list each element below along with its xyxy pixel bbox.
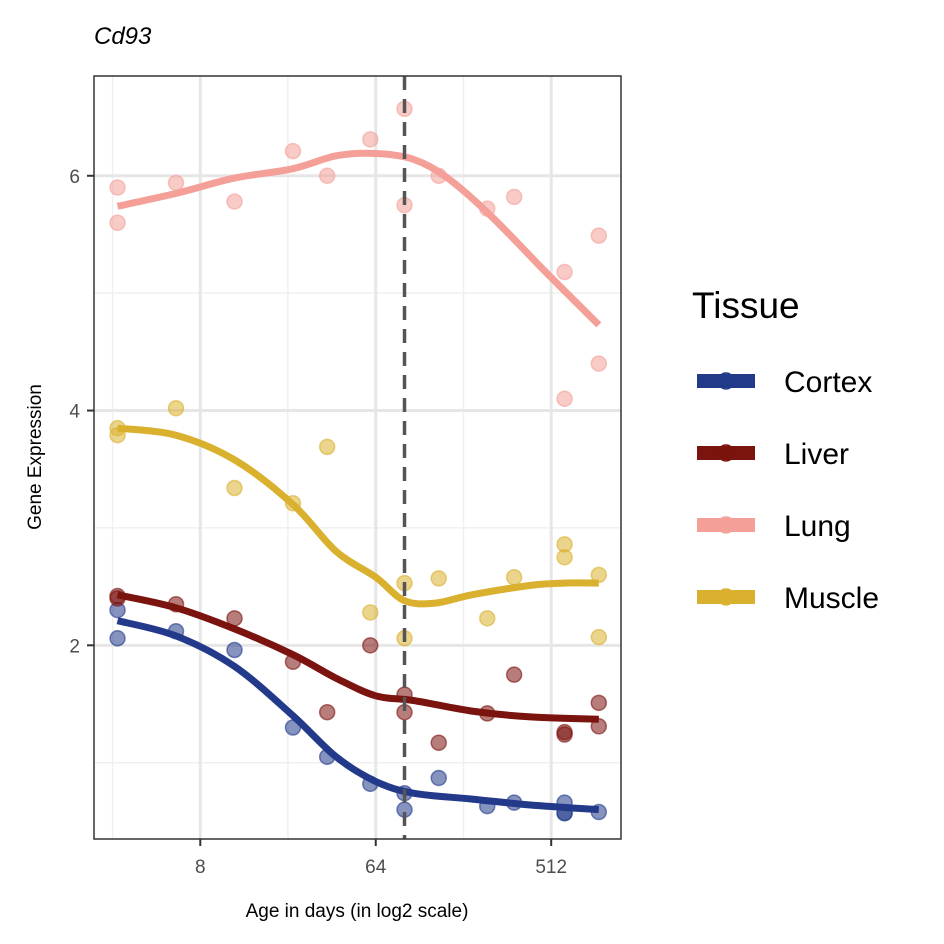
data-point-lung xyxy=(109,179,126,196)
legend-label-liver: Liver xyxy=(784,438,849,471)
data-point-muscle xyxy=(167,399,185,417)
data-point-muscle xyxy=(318,438,336,456)
data-point-liver xyxy=(430,734,447,751)
x-tick-label: 64 xyxy=(365,857,387,878)
data-point-cortex xyxy=(226,641,243,659)
legend-title: Tissue xyxy=(692,285,800,326)
trend-line-cortex xyxy=(116,617,600,814)
data-point-muscle xyxy=(479,610,496,627)
legend-marker-lung xyxy=(717,516,735,534)
trend-line-muscle xyxy=(117,424,599,608)
legend-label-cortex: Cortex xyxy=(784,366,872,399)
data-point-lung xyxy=(109,214,126,231)
data-point-lung xyxy=(590,227,608,244)
data-point-lung xyxy=(226,193,243,210)
data-point-lung xyxy=(318,167,336,185)
y-tick-label: 2 xyxy=(69,636,80,657)
trend-line-liver xyxy=(116,591,599,723)
data-point-cortex xyxy=(109,630,126,647)
trend-line-lung xyxy=(116,149,602,328)
chart-title: Cd93 xyxy=(94,23,152,50)
data-point-lung xyxy=(556,263,573,281)
data-point-lung xyxy=(505,188,523,206)
legend-marker-liver xyxy=(717,444,735,462)
data-point-lung xyxy=(556,390,573,408)
plot-background xyxy=(94,76,621,839)
x-tick-label: 8 xyxy=(195,857,206,878)
legend-marker-muscle xyxy=(717,588,735,606)
data-point-lung xyxy=(167,174,185,192)
data-point-muscle xyxy=(362,604,379,621)
data-point-lung xyxy=(362,131,379,148)
data-point-muscle xyxy=(505,568,523,586)
data-point-muscle xyxy=(556,549,573,566)
legend-marker-cortex xyxy=(717,372,735,390)
legend: Tissue Cortex Liver Lung Muscle xyxy=(692,285,879,615)
data-point-muscle xyxy=(590,628,608,646)
plot-border xyxy=(93,75,622,840)
data-point-muscle xyxy=(430,570,447,587)
data-point-liver xyxy=(362,637,379,654)
x-axis-title: Age in days (in log2 scale) xyxy=(246,901,469,922)
data-point-liver xyxy=(318,703,336,721)
data-point-liver xyxy=(505,666,523,683)
y-tick-label: 4 xyxy=(69,402,80,423)
data-point-muscle xyxy=(226,479,243,497)
y-axis-title: Gene Expression xyxy=(25,384,46,530)
legend-label-lung: Lung xyxy=(784,510,851,543)
data-point-liver xyxy=(556,726,573,743)
data-point-lung xyxy=(590,355,608,372)
data-point-lung xyxy=(284,142,302,160)
legend-label-muscle: Muscle xyxy=(784,582,879,615)
data-point-cortex xyxy=(430,769,447,787)
y-tick-label: 6 xyxy=(69,167,80,188)
plot-panel xyxy=(93,75,622,840)
x-tick-label: 512 xyxy=(535,857,567,878)
data-point-liver xyxy=(590,694,608,712)
